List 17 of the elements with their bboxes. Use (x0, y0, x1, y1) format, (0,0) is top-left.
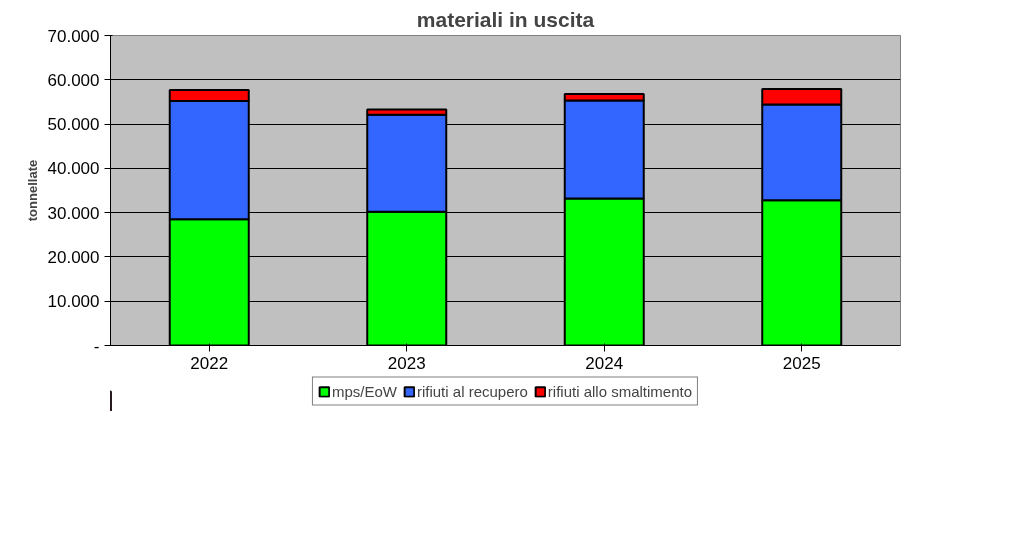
chart-title: materiali in uscita (416, 7, 595, 31)
y-tick-label: 70.000 (47, 26, 100, 46)
y-tick-label: - (93, 336, 100, 356)
y-tick-label: 40.000 (47, 159, 100, 179)
y-tick-label: 20.000 (47, 247, 100, 267)
x-tick-label: 2022 (190, 353, 229, 373)
y-axis-title: tonnellate (24, 159, 40, 222)
x-tick-label: 2024 (585, 353, 624, 373)
y-tick-label: 50.000 (47, 115, 100, 135)
legend-label: mps/EoW (331, 382, 397, 400)
x-tick-label: 2023 (387, 353, 426, 373)
y-tick-label: 30.000 (47, 203, 100, 223)
y-tick-label: 10.000 (47, 292, 100, 312)
x-tick-label: 2025 (782, 353, 821, 373)
y-tick-label: 60.000 (47, 70, 100, 90)
legend-label: rifiuti al recupero (416, 382, 528, 400)
legend-label: rifiuti allo smaltimento (547, 382, 693, 400)
